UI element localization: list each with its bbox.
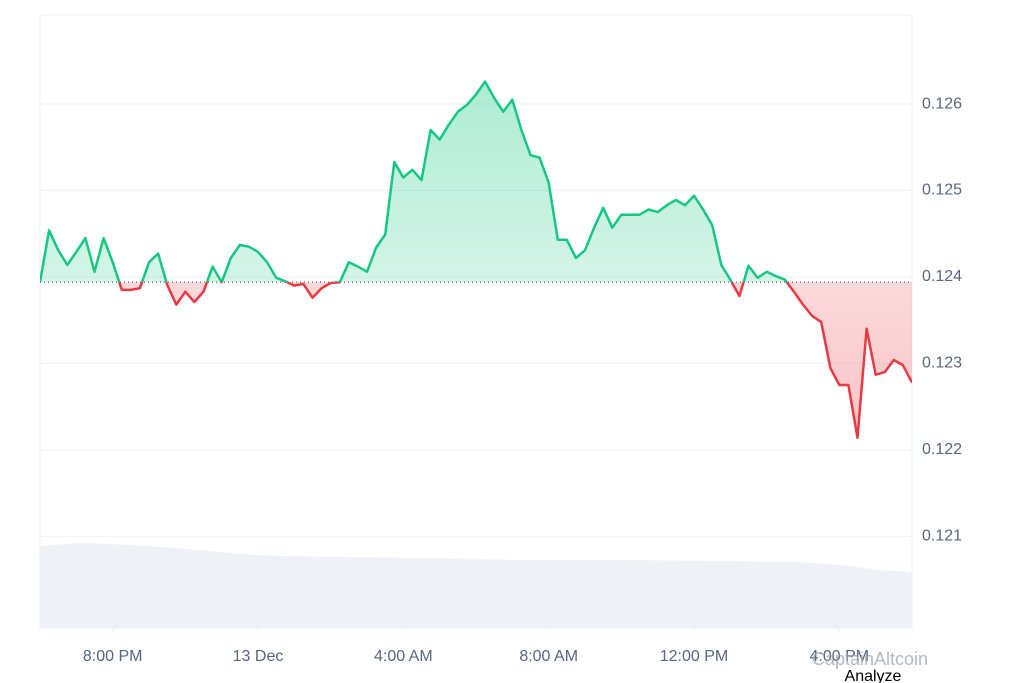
area-down — [40, 282, 912, 438]
area-up — [40, 81, 787, 283]
y-tick-label: 0.126 — [922, 95, 962, 112]
x-tick-label: 8:00 AM — [519, 648, 578, 665]
watermark: CaptainAltcoin — [812, 649, 928, 669]
y-tick-label: 0.122 — [922, 441, 962, 458]
price-line-up — [40, 80, 789, 283]
x-tick-label: 13 Dec — [233, 648, 284, 665]
analyze-button[interactable]: Analyze — [845, 668, 902, 683]
series — [40, 80, 912, 440]
x-tick-label: 4:00 AM — [374, 648, 433, 665]
price-line-down — [40, 282, 912, 440]
x-tick-label: 8:00 PM — [83, 648, 143, 665]
labels: 0.121 0.122 0.123 0.124 0.125 0.126 8:00 PM 13 … — [83, 95, 962, 665]
y-tick-label: 0.125 — [922, 182, 962, 199]
x-tick-label: 12:00 PM — [660, 648, 728, 665]
volume-area — [40, 543, 912, 628]
x-tick-label: 4:00 PM — [810, 648, 870, 665]
y-tick-label: 0.124 — [922, 268, 962, 285]
y-tick-label: 0.123 — [922, 355, 962, 372]
y-tick-label: 0.121 — [922, 528, 962, 545]
